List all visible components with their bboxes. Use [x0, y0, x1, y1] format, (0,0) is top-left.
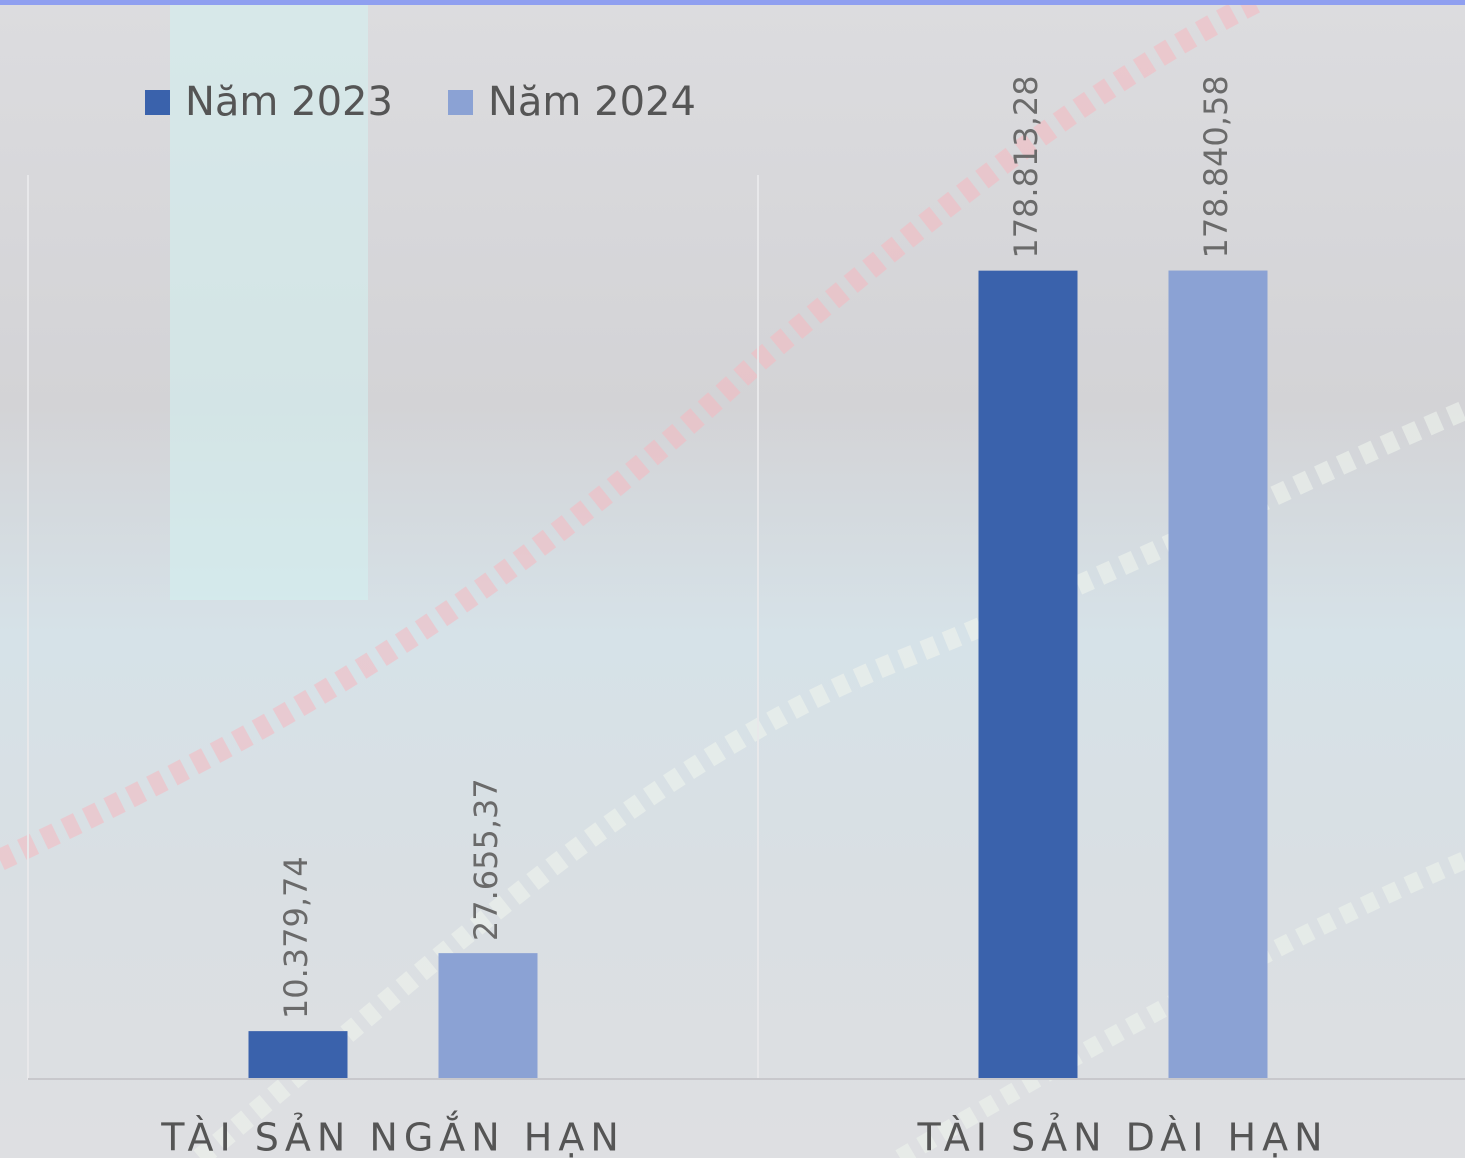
decor-glow: [170, 0, 368, 600]
value-label: 178.840,58: [1197, 75, 1235, 258]
bar: [1168, 270, 1268, 1078]
value-label: 10.379,74: [277, 856, 315, 1019]
bar: [248, 1031, 348, 1078]
legend-swatch: [448, 90, 473, 115]
value-label: 27.655,37: [467, 778, 505, 941]
top-border: [0, 0, 1465, 5]
legend-swatch: [145, 90, 170, 115]
bar: [438, 953, 538, 1078]
legend-label: Năm 2023: [185, 79, 393, 125]
bar: [978, 270, 1078, 1078]
decor-line: [193, 400, 1465, 1158]
x-tick-label: TÀI SẢN NGẮN HẠN: [160, 1112, 625, 1158]
decor-line: [0, 0, 1265, 870]
value-label: 178.813,28: [1007, 75, 1045, 258]
legend-label: Năm 2024: [488, 79, 696, 125]
x-tick-label: TÀI SẢN DÀI HẠN: [916, 1114, 1328, 1158]
